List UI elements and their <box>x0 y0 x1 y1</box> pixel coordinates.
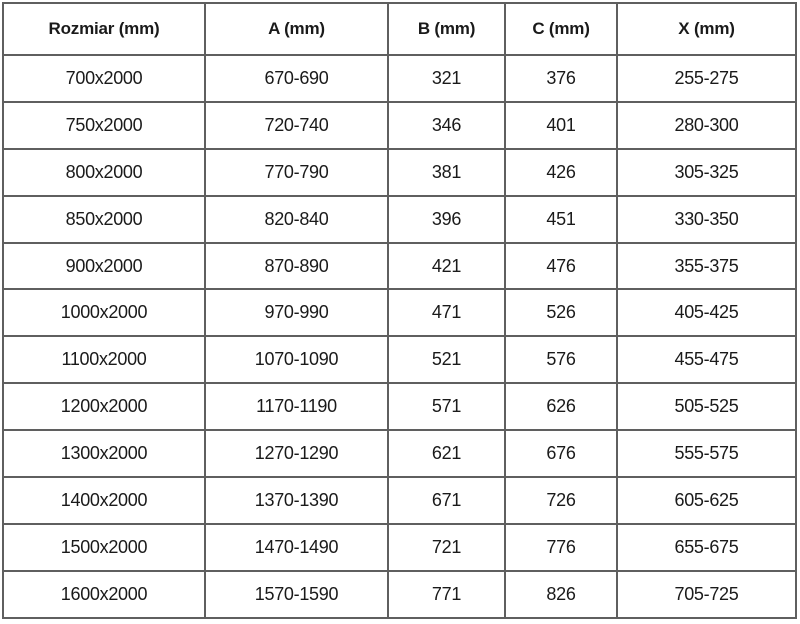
table-cell: 576 <box>504 335 618 385</box>
table-cell: 621 <box>387 429 506 479</box>
table-row: 1000x2000 970-990 471 526 405-425 <box>2 288 797 338</box>
table-cell: 451 <box>504 194 618 244</box>
table-row: 1400x2000 1370-1390 671 726 605-625 <box>2 476 797 525</box>
table-cell: 471 <box>387 288 506 338</box>
table-row: 1600x2000 1570-1590 771 826 705-725 <box>2 569 797 619</box>
table-cell: 850x2000 <box>2 194 206 244</box>
table-row: 800x2000 770-790 381 426 305-325 <box>2 147 797 197</box>
table-cell: 771 <box>387 569 506 619</box>
table-cell: 376 <box>504 54 618 103</box>
table-cell: 426 <box>504 147 618 197</box>
table-cell: 280-300 <box>616 100 797 150</box>
table-cell: 521 <box>387 335 506 385</box>
column-header-c: C (mm) <box>504 2 618 56</box>
table-cell: 405-425 <box>616 288 797 338</box>
table-cell: 355-375 <box>616 241 797 291</box>
table-cell: 720-740 <box>204 100 389 150</box>
table-cell: 1570-1590 <box>204 569 389 619</box>
column-header-b: B (mm) <box>387 2 506 56</box>
table-body: 700x2000 670-690 321 376 255-275 750x2000 720-… <box>2 54 797 619</box>
table-cell: 1200x2000 <box>2 382 206 432</box>
table-cell: 826 <box>504 569 618 619</box>
table-cell: 670-690 <box>204 54 389 103</box>
table-cell: 1170-1190 <box>204 382 389 432</box>
table-cell: 305-325 <box>616 147 797 197</box>
table-cell: 1370-1390 <box>204 476 389 525</box>
table-cell: 1470-1490 <box>204 522 389 572</box>
table-cell: 1400x2000 <box>2 476 206 525</box>
table-cell: 1270-1290 <box>204 429 389 479</box>
table-cell: 1100x2000 <box>2 335 206 385</box>
table-cell: 1600x2000 <box>2 569 206 619</box>
table-row: 750x2000 720-740 346 401 280-300 <box>2 100 797 150</box>
table-cell: 321 <box>387 54 506 103</box>
table-cell: 900x2000 <box>2 241 206 291</box>
table-cell: 381 <box>387 147 506 197</box>
table-cell: 721 <box>387 522 506 572</box>
table-row: 1200x2000 1170-1190 571 626 505-525 <box>2 382 797 432</box>
table-cell: 330-350 <box>616 194 797 244</box>
table-cell: 655-675 <box>616 522 797 572</box>
column-header-x: X (mm) <box>616 2 797 56</box>
table-row: 1500x2000 1470-1490 721 776 655-675 <box>2 522 797 572</box>
table-cell: 870-890 <box>204 241 389 291</box>
table-cell: 820-840 <box>204 194 389 244</box>
table-cell: 605-625 <box>616 476 797 525</box>
table-cell: 800x2000 <box>2 147 206 197</box>
table-cell: 476 <box>504 241 618 291</box>
header-row: Rozmiar (mm) A (mm) B (mm) C (mm) X (mm) <box>2 2 797 56</box>
table-cell: 526 <box>504 288 618 338</box>
table-cell: 676 <box>504 429 618 479</box>
table-cell: 1000x2000 <box>2 288 206 338</box>
table-cell: 671 <box>387 476 506 525</box>
table-cell: 700x2000 <box>2 54 206 103</box>
table-cell: 396 <box>387 194 506 244</box>
table-cell: 1300x2000 <box>2 429 206 479</box>
table-cell: 571 <box>387 382 506 432</box>
table-cell: 1070-1090 <box>204 335 389 385</box>
column-header-rozmiar: Rozmiar (mm) <box>2 2 206 56</box>
table-cell: 346 <box>387 100 506 150</box>
table-cell: 970-990 <box>204 288 389 338</box>
table-cell: 401 <box>504 100 618 150</box>
table-cell: 255-275 <box>616 54 797 103</box>
column-header-a: A (mm) <box>204 2 389 56</box>
table-cell: 776 <box>504 522 618 572</box>
table-cell: 626 <box>504 382 618 432</box>
table-row: 1300x2000 1270-1290 621 676 555-575 <box>2 429 797 479</box>
table-cell: 1500x2000 <box>2 522 206 572</box>
table-cell: 750x2000 <box>2 100 206 150</box>
table-row: 1100x2000 1070-1090 521 576 455-475 <box>2 335 797 385</box>
table-cell: 505-525 <box>616 382 797 432</box>
table-cell: 705-725 <box>616 569 797 619</box>
table-cell: 726 <box>504 476 618 525</box>
table-header: Rozmiar (mm) A (mm) B (mm) C (mm) X (mm) <box>2 2 797 56</box>
table-row: 850x2000 820-840 396 451 330-350 <box>2 194 797 244</box>
table-cell: 455-475 <box>616 335 797 385</box>
table-cell: 770-790 <box>204 147 389 197</box>
table-cell: 421 <box>387 241 506 291</box>
table-cell: 555-575 <box>616 429 797 479</box>
table-row: 900x2000 870-890 421 476 355-375 <box>2 241 797 291</box>
table-row: 700x2000 670-690 321 376 255-275 <box>2 54 797 103</box>
